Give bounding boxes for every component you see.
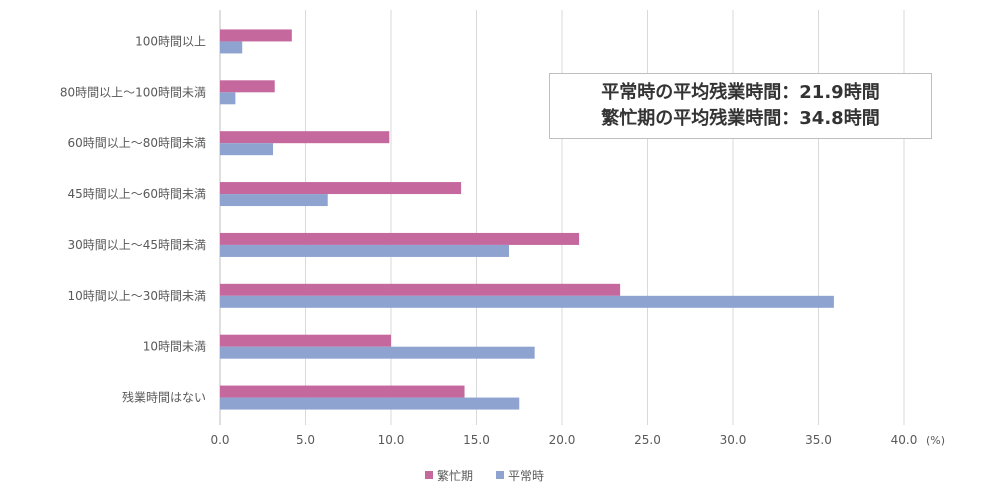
x-tick-label: 15.0 (463, 433, 490, 447)
x-tick-label: 20.0 (549, 433, 576, 447)
legend-label-busy: 繁忙期 (437, 468, 473, 483)
average-overtime-note: 平常時の平均残業時間：21.9時間 繁忙期の平均残業時間：34.8時間 (549, 73, 932, 139)
note-busy: 繁忙期の平均残業時間：34.8時間 (601, 108, 880, 129)
category-label: 45時間以上～60時間未満 (67, 187, 206, 201)
bar-normal (220, 244, 509, 257)
bar-normal (220, 143, 274, 156)
bar-busy (220, 334, 391, 347)
bar-busy (220, 283, 621, 296)
x-tick-label: 5.0 (296, 433, 315, 447)
bar-normal (220, 346, 535, 359)
bar-busy (220, 182, 462, 195)
x-tick-label: 25.0 (634, 433, 661, 447)
bar-busy (220, 80, 275, 93)
bar-normal (220, 194, 328, 207)
bar-normal (220, 92, 236, 105)
category-label: 80時間以上～100時間未満 (60, 85, 206, 99)
bar-normal (220, 41, 243, 54)
x-tick-label: 35.0 (805, 433, 832, 447)
x-tick-label: 30.0 (720, 433, 747, 447)
legend-swatch-busy (425, 471, 433, 479)
note-normal: 平常時の平均残業時間：21.9時間 (601, 82, 880, 103)
legend: 繁忙期 平常時 (425, 468, 544, 483)
category-label: 60時間以上～80時間未満 (67, 136, 206, 150)
bar-busy (220, 131, 390, 144)
category-label: 10時間以上～30時間未満 (67, 289, 206, 303)
bar-normal (220, 295, 834, 308)
bar-busy (220, 29, 292, 42)
x-tick-label: 40.0 (891, 433, 918, 447)
category-label: 30時間以上～45時間未満 (67, 238, 206, 252)
x-tick-label: 10.0 (378, 433, 405, 447)
bar-busy (220, 385, 465, 398)
bar-normal (220, 397, 520, 410)
category-label: 10時間未満 (143, 340, 206, 354)
x-tick-label: 0.0 (210, 433, 229, 447)
legend-label-normal: 平常時 (508, 469, 544, 483)
category-label: 残業時間はない (122, 391, 206, 405)
category-label: 100時間以上 (135, 34, 206, 48)
bar-busy (220, 232, 580, 245)
legend-swatch-normal (496, 471, 504, 479)
x-unit-label: (%) (926, 434, 945, 447)
